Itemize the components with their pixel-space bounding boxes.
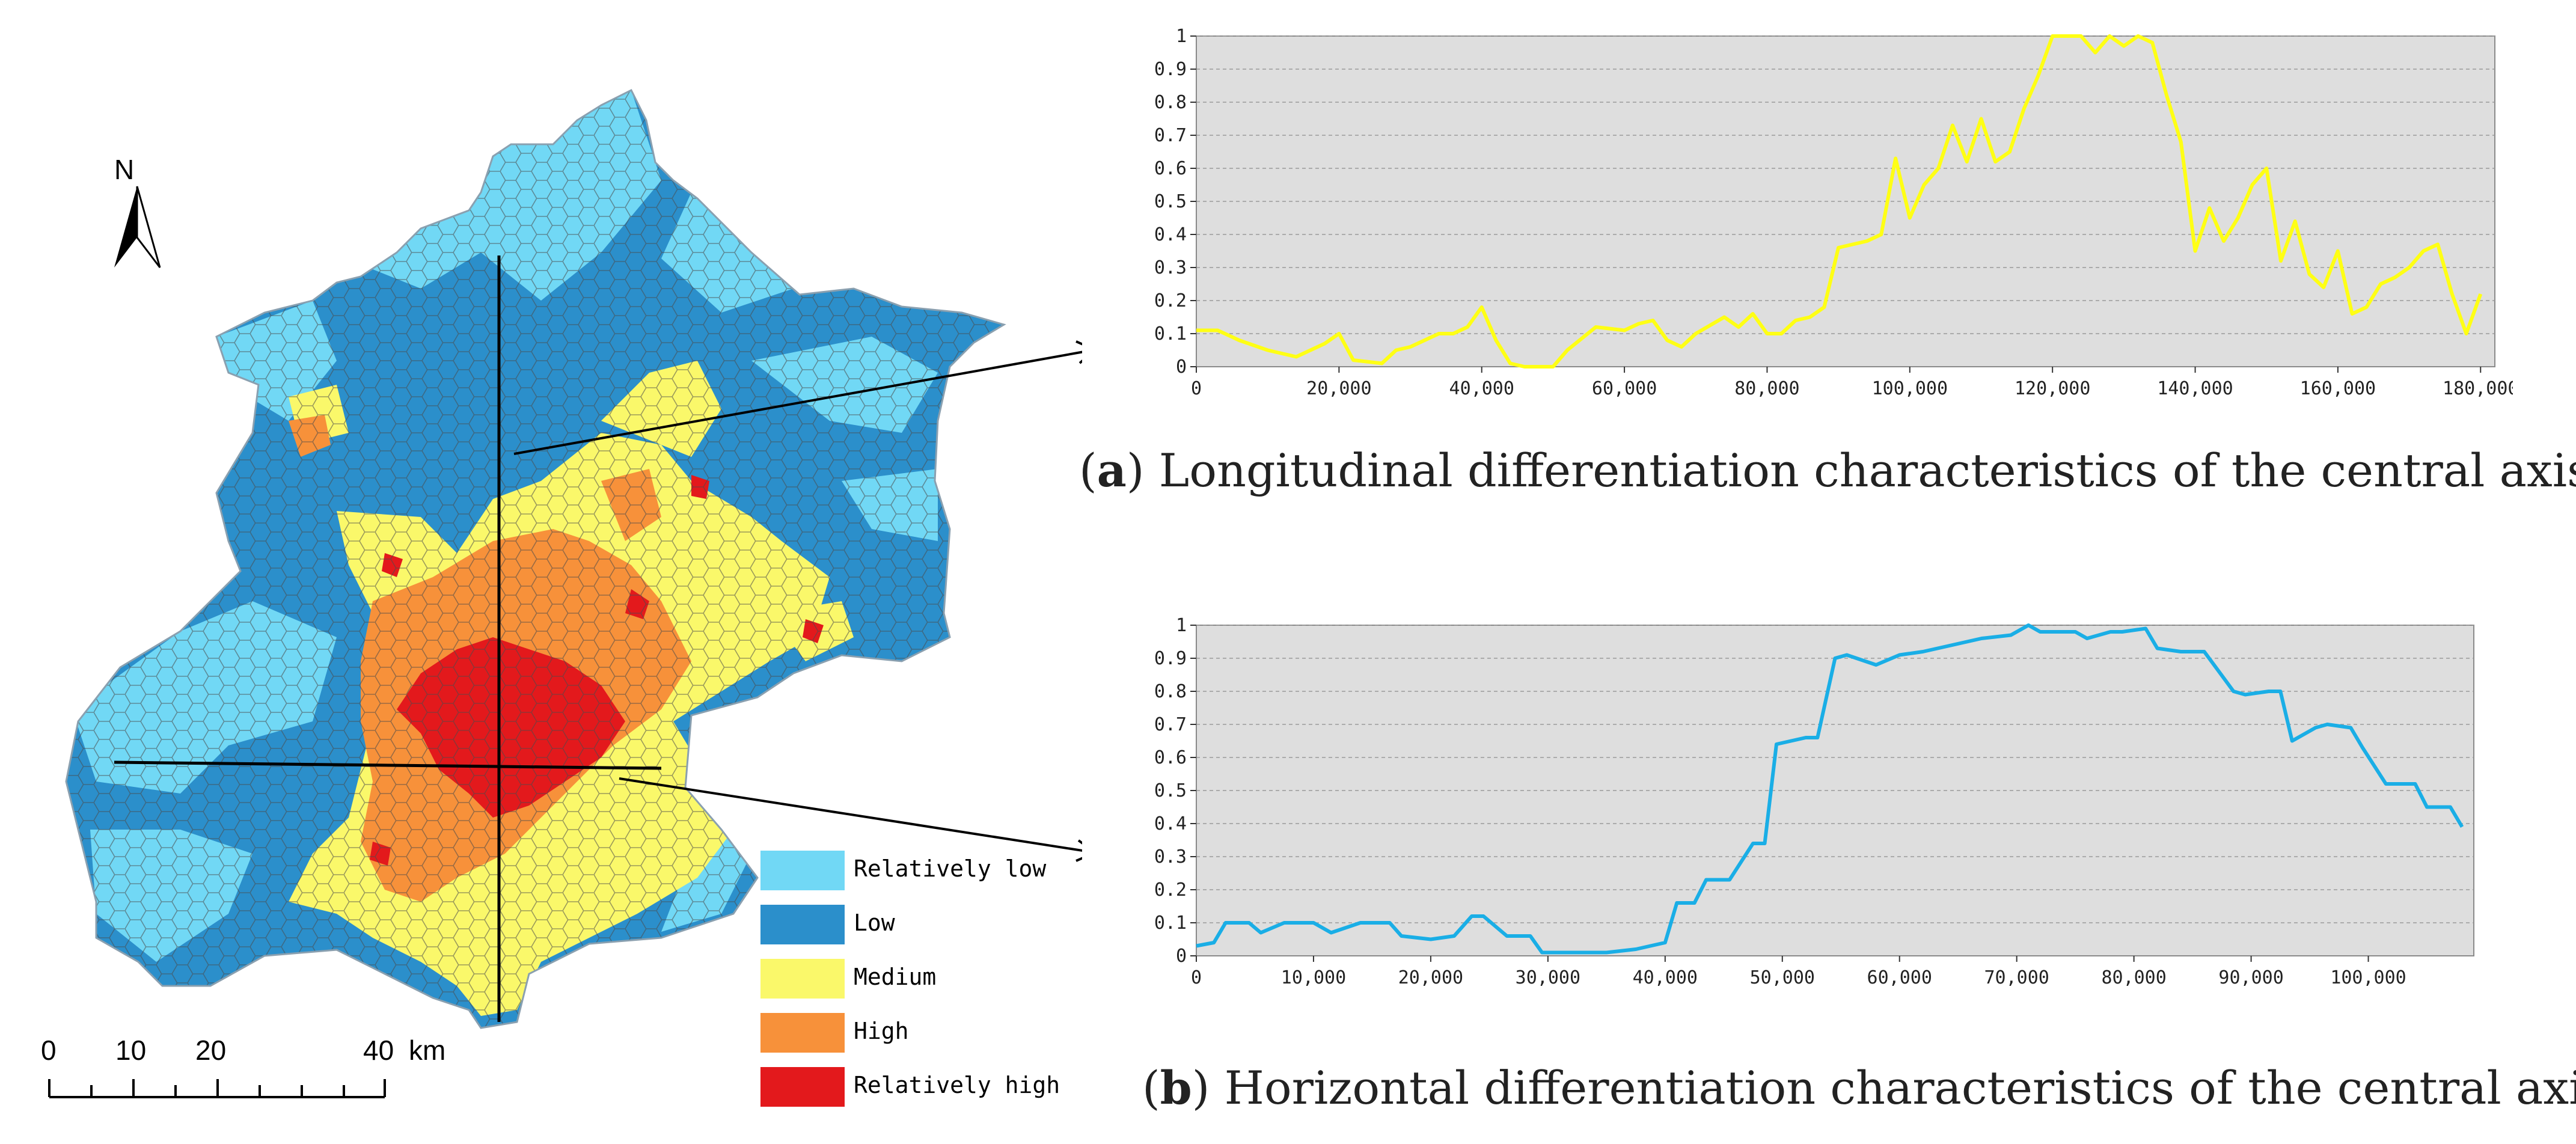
- horizontal-axis-line: [114, 760, 662, 770]
- x-tick-label: 20,000: [1398, 967, 1463, 988]
- arrow-to-chart-a: [513, 350, 1082, 455]
- x-tick-label: 50,000: [1750, 967, 1815, 988]
- y-tick-label: 0.4: [1154, 224, 1187, 245]
- legend-label: High: [854, 1018, 909, 1044]
- y-tick-label: 1: [1176, 26, 1187, 47]
- x-tick-label: 90,000: [2218, 967, 2283, 988]
- chart-b: 0 0.1 0.2 0.3 0.4 0.5 0.6 0.7 0.8 0.9 1 0 10,000 20,0…: [1154, 615, 2474, 988]
- scale-label-10: 10: [115, 1035, 147, 1066]
- y-tick-label: 0.7: [1154, 125, 1187, 146]
- caption-a-letter: a: [1097, 444, 1127, 497]
- x-tick-label: 30,000: [1516, 967, 1580, 988]
- y-tick-label: 0: [1176, 356, 1187, 378]
- legend-swatch: [760, 1013, 845, 1053]
- y-tick-label: 0.9: [1154, 59, 1187, 80]
- y-tick-label: 0.6: [1154, 158, 1187, 179]
- y-tick-label: 0.8: [1154, 681, 1187, 702]
- y-tick-label: 0.3: [1154, 846, 1187, 867]
- north-arrow-icon: [114, 186, 137, 268]
- caption-b-letter: b: [1160, 1061, 1192, 1115]
- north-label: N: [114, 154, 135, 185]
- legend-item-medium: Medium: [760, 959, 1049, 999]
- legend-label: Relatively high: [854, 1072, 1060, 1098]
- y-tick-label: 0.7: [1154, 714, 1187, 735]
- scale-label-40: 40: [363, 1035, 394, 1066]
- y-tick-label: 0.8: [1154, 92, 1187, 113]
- legend-swatch: [760, 1067, 845, 1107]
- y-tick-label: 0.4: [1154, 813, 1187, 834]
- y-tick-label: 0.5: [1154, 191, 1187, 212]
- arrow-to-chart-b: [619, 777, 1082, 852]
- series-line: [1196, 34, 2483, 369]
- x-tick-label: 180,000: [2443, 378, 2513, 399]
- y-tick-label: 1: [1176, 615, 1187, 636]
- x-tick-label: 60,000: [1867, 967, 1932, 988]
- arrowhead-a-icon: [1075, 340, 1082, 364]
- caption-b-text: Horizontal differentiation characteristi…: [1224, 1061, 2576, 1115]
- scale-label-0: 0: [41, 1035, 57, 1066]
- x-tick-label: 20,000: [1306, 378, 1371, 399]
- x-tick-label: 0: [1191, 378, 1202, 399]
- x-tick-label: 40,000: [1449, 378, 1514, 399]
- scale-label-unit: km: [409, 1035, 446, 1066]
- y-tick-label: 0.1: [1154, 323, 1187, 344]
- scale-label-20: 20: [195, 1035, 227, 1066]
- y-tick-label: 0.3: [1154, 257, 1187, 278]
- y-tick-label: 0.6: [1154, 747, 1187, 768]
- legend-item-relatively-low: Relatively low: [760, 851, 1049, 890]
- legend-swatch: [760, 959, 845, 999]
- chart-a-panel: 0 0.1 0.2 0.3 0.4 0.5 0.6 0.7 0.8 0.9 1 0 20,000 40,0…: [1130, 24, 2519, 409]
- x-tick-label: 140,000: [2157, 378, 2233, 399]
- y-tick-label: 0.2: [1154, 879, 1187, 901]
- x-tick-label: 100,000: [1872, 378, 1948, 399]
- scale-bar: [48, 1079, 386, 1098]
- caption-b: (b) Horizontal differentiation character…: [1142, 1061, 2576, 1115]
- map-panel: N 0 10 20 40 km Relatively low Low Mediu…: [0, 0, 1082, 1144]
- legend-swatch: [760, 905, 845, 944]
- x-tick-label: 10,000: [1281, 967, 1346, 988]
- y-tick-label: 0.1: [1154, 913, 1187, 934]
- hexagon-map: [48, 88, 1082, 1098]
- x-tick-label: 80,000: [2101, 967, 2166, 988]
- chart-a: 0 0.1 0.2 0.3 0.4 0.5 0.6 0.7 0.8 0.9 1 0 20,000 40,0…: [1154, 26, 2519, 399]
- legend-item-high: High: [760, 1013, 1049, 1053]
- x-tick-label: 120,000: [2015, 378, 2090, 399]
- region-outline: [65, 88, 1006, 1029]
- x-tick-label: 40,000: [1633, 967, 1698, 988]
- y-tick-label: 0.2: [1154, 290, 1187, 311]
- x-tick-label: 60,000: [1592, 378, 1657, 399]
- x-tick-label: 70,000: [1984, 967, 2049, 988]
- x-tick-label: 100,000: [2330, 967, 2406, 988]
- caption-a-text: Longitudinal differentiation characteris…: [1158, 444, 2576, 497]
- legend-item-relatively-high: Relatively high: [760, 1067, 1060, 1107]
- caption-a: (a) Longitudinal differentiation charact…: [1079, 444, 2576, 497]
- x-tick-label: 0: [1191, 967, 1202, 988]
- series-line: [1196, 623, 2464, 955]
- legend-label: Medium: [854, 964, 937, 990]
- chart-b-panel: 0 0.1 0.2 0.3 0.4 0.5 0.6 0.7 0.8 0.9 1 0 10,000 20,0…: [1130, 613, 2513, 998]
- legend-swatch: [760, 851, 845, 890]
- y-tick-label: 0.5: [1154, 780, 1187, 801]
- y-tick-label: 0: [1176, 946, 1187, 967]
- x-tick-label: 80,000: [1734, 378, 1799, 399]
- legend-label: Relatively low: [854, 855, 1047, 882]
- x-tick-label: 160,000: [2300, 378, 2376, 399]
- legend-item-low: Low: [760, 905, 1049, 944]
- y-tick-label: 0.9: [1154, 648, 1187, 669]
- arrowhead-b-icon: [1075, 839, 1082, 862]
- legend-label: Low: [854, 910, 895, 936]
